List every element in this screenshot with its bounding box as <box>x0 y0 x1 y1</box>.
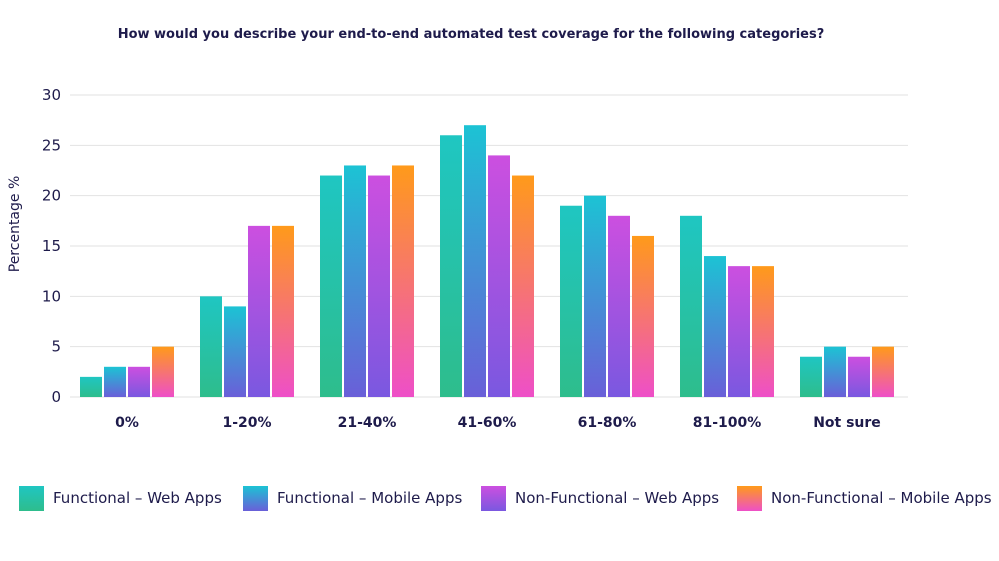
bar <box>368 175 390 397</box>
bar <box>512 175 534 397</box>
y-tick-label: 0 <box>51 388 61 406</box>
bar <box>128 366 150 397</box>
x-tick-label: 0% <box>115 415 139 431</box>
bar <box>224 306 246 397</box>
bar <box>464 125 486 397</box>
legend: Functional – Web Apps Functional – Mobile… <box>19 486 992 511</box>
bar <box>272 225 294 397</box>
bar <box>248 225 270 397</box>
bar <box>344 165 366 397</box>
bar <box>440 135 462 397</box>
bar <box>608 215 630 397</box>
bar <box>104 366 126 397</box>
bar <box>704 256 726 397</box>
legend-swatch <box>19 486 44 511</box>
legend-label: Non-Functional – Mobile Apps <box>771 489 992 507</box>
bar <box>680 215 702 397</box>
y-tick-label: 20 <box>42 187 61 205</box>
bar <box>848 356 870 397</box>
x-tick-label: Not sure <box>813 415 881 431</box>
y-axis-label: Percentage % <box>7 176 23 273</box>
bar <box>800 356 822 397</box>
legend-label: Functional – Web Apps <box>53 489 222 507</box>
x-tick-label: 1-20% <box>222 415 271 431</box>
bar <box>488 155 510 397</box>
bar <box>824 346 846 397</box>
x-tick-label: 21-40% <box>338 415 397 431</box>
x-tick-label: 41-60% <box>458 415 517 431</box>
chart-title: How would you describe your end-to-end a… <box>118 27 825 42</box>
x-ticks: 0% 1-20% 21-40% 41-60% 61-80% 81-100% Not sure <box>115 415 881 431</box>
bar <box>632 235 654 397</box>
bar <box>728 266 750 397</box>
y-tick-label: 10 <box>42 287 61 305</box>
bar <box>152 346 174 397</box>
x-tick-label: 81-100% <box>693 415 762 431</box>
legend-swatch <box>481 486 506 511</box>
bar <box>200 296 222 397</box>
bar <box>584 195 606 397</box>
bar <box>392 165 414 397</box>
legend-label: Functional – Mobile Apps <box>277 489 462 507</box>
x-tick-label: 61-80% <box>578 415 637 431</box>
bar <box>872 346 894 397</box>
bar <box>752 266 774 397</box>
bars <box>80 125 894 397</box>
legend-swatch <box>737 486 762 511</box>
y-tick-label: 25 <box>42 136 61 154</box>
y-tick-label: 15 <box>42 237 61 255</box>
y-tick-label: 30 <box>42 86 61 104</box>
legend-label: Non-Functional – Web Apps <box>515 489 719 507</box>
bar <box>560 205 582 397</box>
bar <box>80 376 102 397</box>
bar <box>320 175 342 397</box>
legend-swatch <box>243 486 268 511</box>
y-tick-label: 5 <box>51 338 61 356</box>
